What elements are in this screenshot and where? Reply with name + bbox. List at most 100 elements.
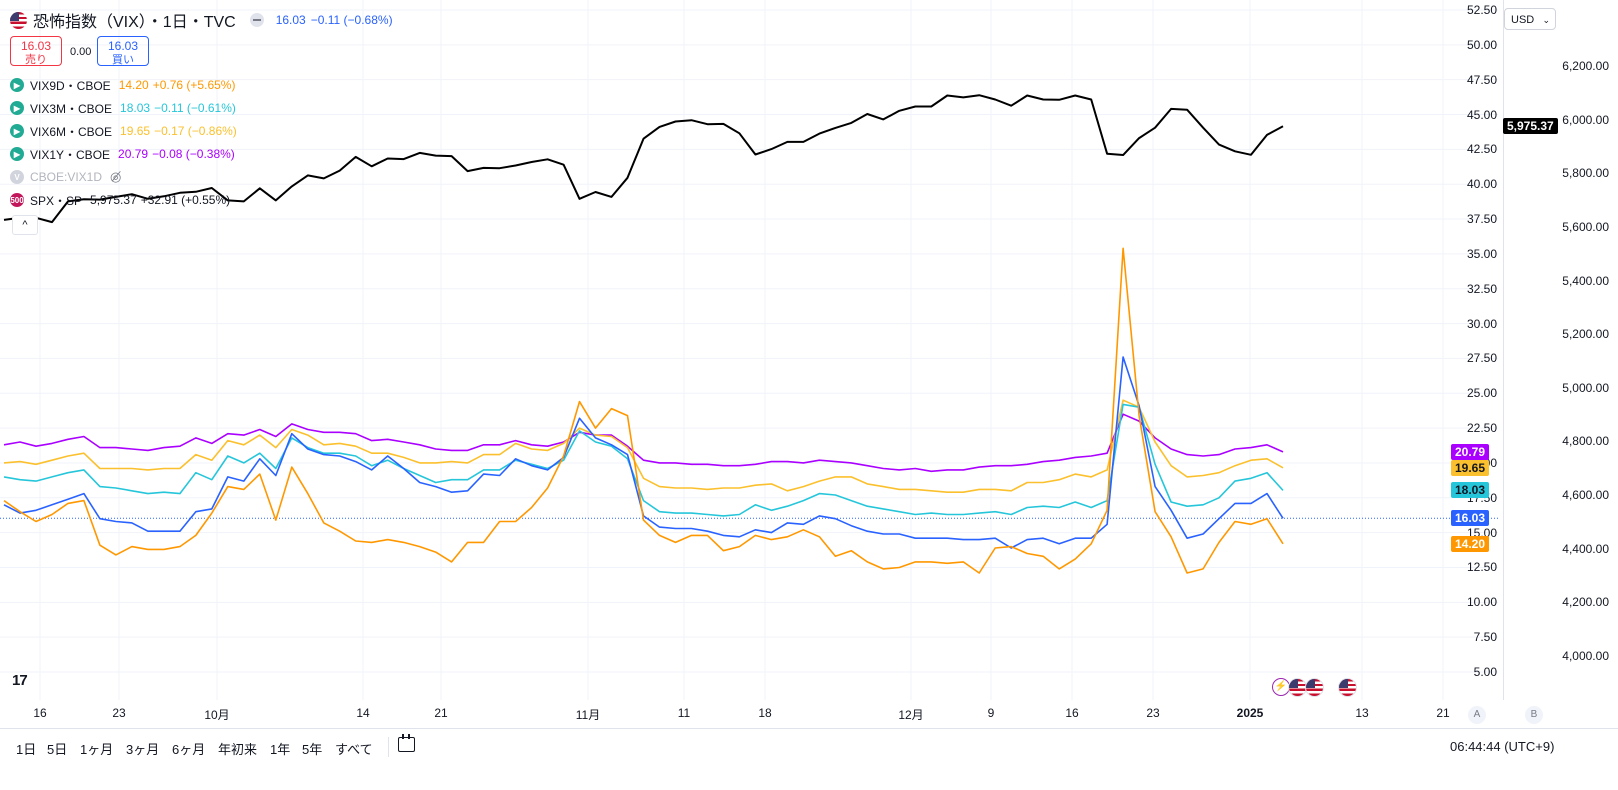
left-axis-tick: 25.00 bbox=[1466, 386, 1497, 401]
legend-symbol: VIX1Y・CBOE bbox=[30, 147, 111, 162]
scale-b-label: B bbox=[1530, 709, 1538, 720]
series-line[interactable] bbox=[3, 399, 1284, 494]
hidden-eye-icon[interactable]: ◎̸ bbox=[110, 169, 122, 184]
right-axis-tick: 4,600.00 bbox=[1562, 488, 1609, 503]
legend-spx[interactable]: 500 SPX・SP 5,975.37 +32.91 (+0.55%) bbox=[10, 190, 230, 210]
event-markers[interactable]: ⚡ bbox=[1272, 678, 1357, 697]
series-line[interactable] bbox=[3, 94, 1284, 224]
range-1m[interactable]: 1ヶ月 bbox=[80, 742, 114, 757]
left-axis-tick: 52.50 bbox=[1466, 3, 1497, 17]
legend-vix9d[interactable]: ▶ VIX9D・CBOE 14.20 +0.76 (+5.65%) bbox=[10, 75, 235, 95]
series-status-icon: ▶ bbox=[10, 147, 24, 161]
range-5d[interactable]: 5日 bbox=[47, 742, 68, 757]
series-line[interactable] bbox=[3, 403, 1284, 517]
price-label: 19.65 bbox=[1451, 459, 1490, 476]
legend-change: −0.11 (−0.61%) bbox=[154, 101, 236, 115]
chart-svg[interactable] bbox=[0, 0, 1498, 700]
price-label: 16.03 bbox=[1451, 510, 1490, 527]
range-ytd[interactable]: 年初来 bbox=[218, 742, 258, 757]
left-axis-tick: 32.50 bbox=[1466, 281, 1497, 296]
bottom-toolbar: 1日 5日 1ヶ月 3ヶ月 6ヶ月 年初来 1年 5年 すべて 06:44:44… bbox=[0, 728, 1618, 790]
range-1d[interactable]: 1日 bbox=[16, 742, 37, 757]
time-axis-tick: 13 bbox=[1355, 706, 1369, 720]
left-axis-tick: 47.50 bbox=[1466, 72, 1497, 87]
series-line[interactable] bbox=[3, 413, 1284, 473]
visibility-toggle-icon[interactable] bbox=[249, 13, 264, 27]
time-axis-tick: 10月 bbox=[204, 708, 230, 722]
left-axis-tick: 40.00 bbox=[1466, 177, 1497, 192]
right-axis-tick: 5,600.00 bbox=[1562, 219, 1609, 234]
time-axis-tick: 11月 bbox=[575, 708, 601, 722]
range-5y[interactable]: 5年 bbox=[302, 742, 323, 757]
sell-label: 売り bbox=[25, 54, 47, 66]
sell-button[interactable]: 16.03 売り bbox=[10, 36, 62, 66]
series-status-icon: ▶ bbox=[10, 124, 24, 138]
chart-plot-area[interactable] bbox=[0, 0, 1498, 700]
time-axis-tick: 12月 bbox=[898, 708, 924, 722]
legend-vix6m[interactable]: ▶ VIX6M・CBOE 19.65 −0.17 (−0.86%) bbox=[10, 121, 237, 141]
left-axis-tick: 30.00 bbox=[1466, 316, 1497, 331]
price-label: 20.79 bbox=[1451, 443, 1490, 460]
time-axis-tick: 16 bbox=[1065, 706, 1079, 720]
right-axis-tick: 5,200.00 bbox=[1562, 327, 1609, 342]
legend-value: 5,975.37 bbox=[90, 193, 137, 207]
legend-symbol: VIX9D・CBOE bbox=[30, 78, 111, 93]
auto-scale-button[interactable]: A bbox=[1468, 706, 1486, 724]
scale-a-label: A bbox=[1473, 709, 1481, 720]
range-1y[interactable]: 1年 bbox=[270, 742, 291, 757]
legend-value: 20.79 bbox=[118, 147, 149, 161]
series-status-icon: ▶ bbox=[10, 101, 24, 115]
sell-price: 16.03 bbox=[20, 39, 52, 53]
sp500-logo-icon: 500 bbox=[10, 193, 24, 207]
chevron-down-icon: ⌄ bbox=[1542, 15, 1550, 25]
us-event-flag-icon[interactable] bbox=[1288, 678, 1307, 697]
clock-timezone[interactable]: 06:44:44 (UTC+9) bbox=[1450, 739, 1555, 754]
divider bbox=[388, 737, 389, 757]
left-axis-tick: 7.50 bbox=[1473, 630, 1497, 645]
left-axis-tick: 42.50 bbox=[1466, 142, 1497, 157]
goto-date-calendar-icon[interactable] bbox=[398, 734, 415, 752]
legend-change: −0.08 (−0.38%) bbox=[152, 147, 235, 161]
legend-symbol: VIX6M・CBOE bbox=[30, 124, 113, 139]
price-label: 5,975.37 bbox=[1503, 118, 1558, 135]
right-price-axis[interactable]: USD ⌄ 6,200.00 6,000.00 5,800.00 5,600.00 5,… bbox=[1503, 0, 1618, 700]
time-axis-tick: 2025 bbox=[1236, 706, 1264, 720]
right-axis-tick: 5,400.00 bbox=[1562, 273, 1609, 288]
collapse-legend-button[interactable]: ^ bbox=[12, 215, 38, 235]
legend-change: +0.76 (+5.65%) bbox=[152, 78, 236, 92]
legend-value: 19.65 bbox=[120, 124, 151, 138]
buy-button[interactable]: 16.03 買い bbox=[97, 36, 149, 66]
time-axis-tick: 23 bbox=[112, 706, 126, 720]
us-event-flag-icon[interactable] bbox=[1305, 678, 1324, 697]
time-axis-tick: 14 bbox=[356, 706, 370, 720]
range-all[interactable]: すべて bbox=[335, 742, 373, 757]
tradingview-logo[interactable]: 17 bbox=[12, 672, 28, 689]
time-axis-tick: 23 bbox=[1146, 706, 1160, 720]
series-status-icon: ▶ bbox=[10, 78, 24, 92]
right-axis-tick: 6,200.00 bbox=[1562, 59, 1609, 73]
right-axis-tick: 4,800.00 bbox=[1562, 434, 1609, 449]
price-label: 18.03 bbox=[1451, 482, 1490, 499]
legend-symbol: VIX3M・CBOE bbox=[30, 101, 113, 116]
legend-vix1d[interactable]: V CBOE:VIX1D ◎̸ bbox=[10, 167, 121, 187]
left-axis-tick: 45.00 bbox=[1466, 107, 1497, 122]
series-line[interactable] bbox=[3, 247, 1284, 574]
legend-vix1y[interactable]: ▶ VIX1Y・CBOE 20.79 −0.08 (−0.38%) bbox=[10, 144, 235, 164]
chevron-up-icon: ^ bbox=[22, 219, 28, 231]
left-axis-tick: 35.00 bbox=[1466, 246, 1497, 261]
time-axis-tick: 16 bbox=[33, 706, 47, 720]
legend-value: 14.20 bbox=[118, 78, 149, 92]
us-event-flag-icon[interactable] bbox=[1338, 678, 1357, 697]
currency-select[interactable]: USD ⌄ bbox=[1504, 8, 1556, 30]
range-6m[interactable]: 6ヶ月 bbox=[172, 742, 206, 757]
legend-vix3m[interactable]: ▶ VIX3M・CBOE 18.03 −0.11 (−0.61%) bbox=[10, 98, 236, 118]
header-price: 16.03 bbox=[275, 13, 306, 27]
scale-b-button[interactable]: B bbox=[1525, 706, 1543, 724]
left-price-axis[interactable]: 52.50 50.00 47.50 45.00 42.50 40.00 37.50 35.00… bbox=[1450, 0, 1503, 700]
time-axis[interactable]: 16 23 10月 14 21 11月 11 18 12月 9 16 23 2025 13 21 bbox=[0, 700, 1498, 728]
range-3m[interactable]: 3ヶ月 bbox=[126, 742, 160, 757]
legend-symbol: CBOE:VIX1D bbox=[30, 170, 103, 184]
buy-label: 買い bbox=[112, 54, 134, 66]
right-axis-tick: 5,000.00 bbox=[1562, 380, 1609, 395]
symbol-title[interactable]: 恐怖指数（VIX）・1日・TVC 16.03 −0.11 (−0.68%) bbox=[10, 8, 393, 32]
